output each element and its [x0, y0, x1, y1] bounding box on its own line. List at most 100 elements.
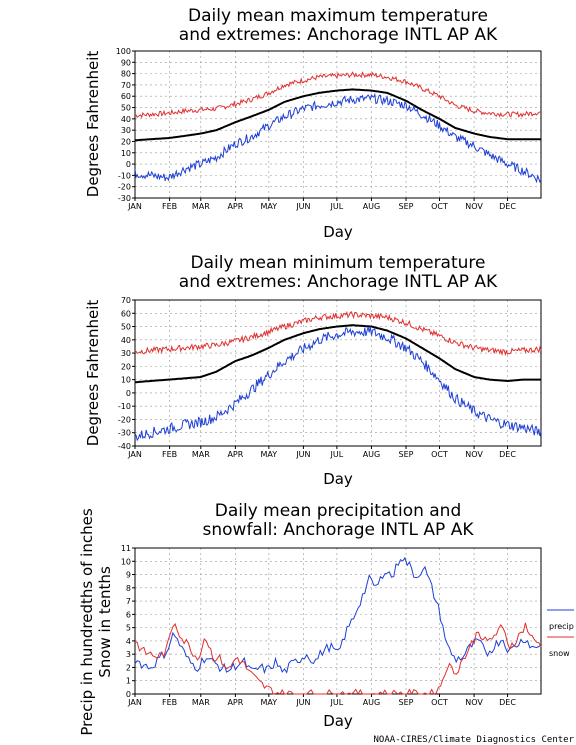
chart-2-month-label: MAY [261, 450, 278, 459]
footer-credit: NOAA-CIRES/Climate Diagnostics Center [374, 735, 575, 745]
chart-3-ylabel-line-1: Precip in hundredths of inches [78, 508, 96, 735]
chart-1-ytick-label: 90 [121, 58, 131, 67]
chart-3-ytick-label: 3 [126, 650, 131, 659]
chart-1-month-label: MAR [192, 202, 210, 211]
chart-3-xlabel: Day [323, 712, 353, 730]
chart-3-series-precip [134, 556, 542, 675]
chart-1-title-line-2: and extremes: Anchorage INTL AP AK [179, 25, 498, 45]
chart-3-month-label: JUN [295, 698, 310, 707]
chart-2-ytick-label: -10 [118, 402, 131, 411]
chart-1-plot-frame [134, 50, 542, 199]
chart-3-month-label: JUL [330, 698, 344, 707]
chart-1-series-record [134, 71, 542, 119]
chart-1-ytick-label: -30 [118, 194, 131, 203]
chart-2-series-record [134, 310, 542, 357]
chart-2-month-label: JAN [127, 450, 142, 459]
chart-3-month-label: APR [227, 698, 243, 707]
chart-2-ytick-label: 60 [121, 309, 131, 318]
chart-3-ytick-label: 0 [126, 690, 131, 699]
chart-3-ytick-label: 6 [126, 610, 131, 619]
chart-2-ytick-label: -30 [118, 429, 131, 438]
chart-2-series-mean [134, 324, 541, 384]
chart-1-series-mean [135, 88, 541, 142]
chart-3-month-label: NOV [465, 698, 483, 707]
chart-1-ylabel: Degrees Fahrenheit [84, 51, 102, 198]
chart-1-month-label: JAN [127, 202, 142, 211]
chart-2-ylabel: Degrees Fahrenheit [84, 300, 102, 447]
chart-2-ytick-label: 40 [121, 336, 131, 345]
chart-3-ylabel-line-2: Snow in tenths [96, 566, 114, 678]
chart-2-series-low [134, 326, 542, 442]
chart-2-title-line-2: and extremes: Anchorage INTL AP AK [179, 272, 498, 292]
chart-3-ytick-label: 9 [126, 571, 131, 580]
chart-2-ytick-label: 70 [121, 296, 131, 305]
chart-1-month-label: FEB [162, 202, 177, 211]
chart-1-month-label: MAY [261, 202, 278, 211]
chart-2-month-label: OCT [431, 450, 448, 459]
chart-min-temp: Daily mean minimum temperature and extre… [84, 253, 498, 488]
chart-2-month-label: AUG [363, 450, 381, 459]
chart-2-ytick-label: 50 [121, 323, 131, 332]
chart-2-plot-frame [134, 299, 542, 447]
chart-max-temp: Daily mean maximum temperature and extre… [84, 6, 498, 241]
chart-2-ytick-label: 20 [121, 362, 131, 371]
chart-2-month-label: APR [227, 450, 243, 459]
chart-3-month-label: JAN [127, 698, 142, 707]
chart-3-month-label: DEC [499, 698, 516, 707]
chart-1-series-low [134, 92, 542, 184]
chart-1-ytick-label: -20 [118, 183, 131, 192]
chart-1-ytick-label: 0 [126, 160, 131, 169]
chart-1-ytick-label: -10 [118, 171, 131, 180]
chart-1-month-label: JUL [330, 202, 344, 211]
chart-1-ytick-label: 10 [121, 149, 131, 158]
chart-3-ytick-label: 7 [126, 597, 131, 606]
chart-3-series-snow [134, 622, 542, 696]
chart-2-ytick-label: -20 [118, 415, 131, 424]
chart-1-ytick-label: 30 [121, 126, 131, 135]
chart-1-month-label: NOV [465, 202, 483, 211]
chart-1-ytick-label: 80 [121, 70, 131, 79]
chart-1-ytick-label: 50 [121, 104, 131, 113]
chart-1-ytick-label: 100 [116, 47, 131, 56]
chart-3-ytick-label: 10 [121, 557, 131, 566]
chart-1-ytick-label: 70 [121, 81, 131, 90]
chart-2-month-label: FEB [162, 450, 177, 459]
chart-3-month-label: SEP [399, 698, 414, 707]
chart-3-ytick-label: 11 [121, 544, 131, 553]
chart-1-ytick-label: 20 [121, 137, 131, 146]
chart-3-ytick-label: 8 [126, 584, 131, 593]
chart-3-ytick-label: 2 [126, 663, 131, 672]
chart-3-month-label: MAY [261, 698, 278, 707]
chart-2-xlabel: Day [323, 470, 353, 488]
chart-1-month-label: DEC [499, 202, 516, 211]
chart-precip-snow: Daily mean precipitation and snowfall: A… [78, 501, 574, 736]
chart-3-month-label: OCT [431, 698, 448, 707]
legend-snow-label: snow [549, 649, 570, 658]
chart-3-plot-frame [134, 547, 542, 695]
chart-2-month-label: MAR [192, 450, 210, 459]
chart-1-month-label: APR [227, 202, 243, 211]
chart-3-month-label: FEB [162, 698, 177, 707]
chart-2-month-label: DEC [499, 450, 516, 459]
chart-3-ytick-label: 5 [126, 624, 131, 633]
chart-3-ytick-label: 1 [126, 677, 131, 686]
chart-1-title-line-1: Daily mean maximum temperature [188, 6, 488, 26]
chart-1-month-label: AUG [363, 202, 381, 211]
chart-3-title-line-2: snowfall: Anchorage INTL AP AK [203, 520, 475, 540]
legend-precip-label: precip [549, 622, 574, 631]
chart-3-title-line-1: Daily mean precipitation and [215, 501, 462, 521]
chart-2-month-label: JUN [295, 450, 310, 459]
chart-2-ytick-label: 10 [121, 376, 131, 385]
chart-2-ytick-label: 0 [126, 389, 131, 398]
chart-1-month-label: OCT [431, 202, 448, 211]
chart-1-xlabel: Day [323, 223, 353, 241]
chart-2-month-label: JUL [330, 450, 344, 459]
chart-2-month-label: NOV [465, 450, 483, 459]
chart-2-ytick-label: -40 [118, 442, 131, 451]
chart-3-month-label: AUG [363, 698, 381, 707]
chart-1-ytick-label: 60 [121, 92, 131, 101]
chart-2-title-line-1: Daily mean minimum temperature [191, 253, 486, 273]
chart-2-month-label: SEP [399, 450, 414, 459]
